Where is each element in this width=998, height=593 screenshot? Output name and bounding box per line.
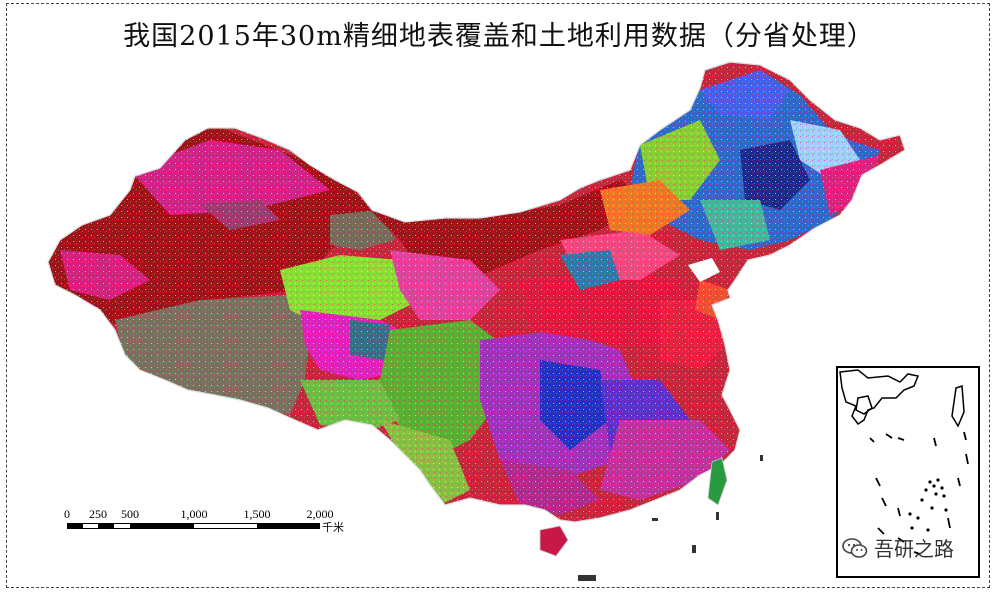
taiwan-island [707, 457, 728, 506]
scale-tick-label: 250 [89, 507, 107, 521]
wechat-icon [842, 537, 868, 558]
scale-tick-label: 1,000 [180, 507, 208, 521]
map-frame [6, 3, 990, 588]
inset-map [839, 369, 969, 555]
map-title: 我国2015年30m精细地表覆盖和土地利用数据（分省处理） [123, 21, 875, 52]
watermark-text: 吾研之路 [874, 537, 954, 561]
scale-bar [67, 523, 320, 529]
watermark: 吾研之路 [842, 533, 954, 562]
scale-tick-label: 0 [64, 507, 70, 521]
china-outline [47, 61, 906, 523]
offshore-islands [578, 455, 763, 581]
hainan-island [539, 525, 569, 557]
scale-tick-label: 500 [121, 507, 139, 521]
bohai-sea [688, 258, 720, 282]
scale-unit-label: 千米 [322, 521, 344, 534]
scale-tick-label: 1,500 [243, 507, 271, 521]
scale-tick-label: 2,000 [306, 507, 334, 521]
